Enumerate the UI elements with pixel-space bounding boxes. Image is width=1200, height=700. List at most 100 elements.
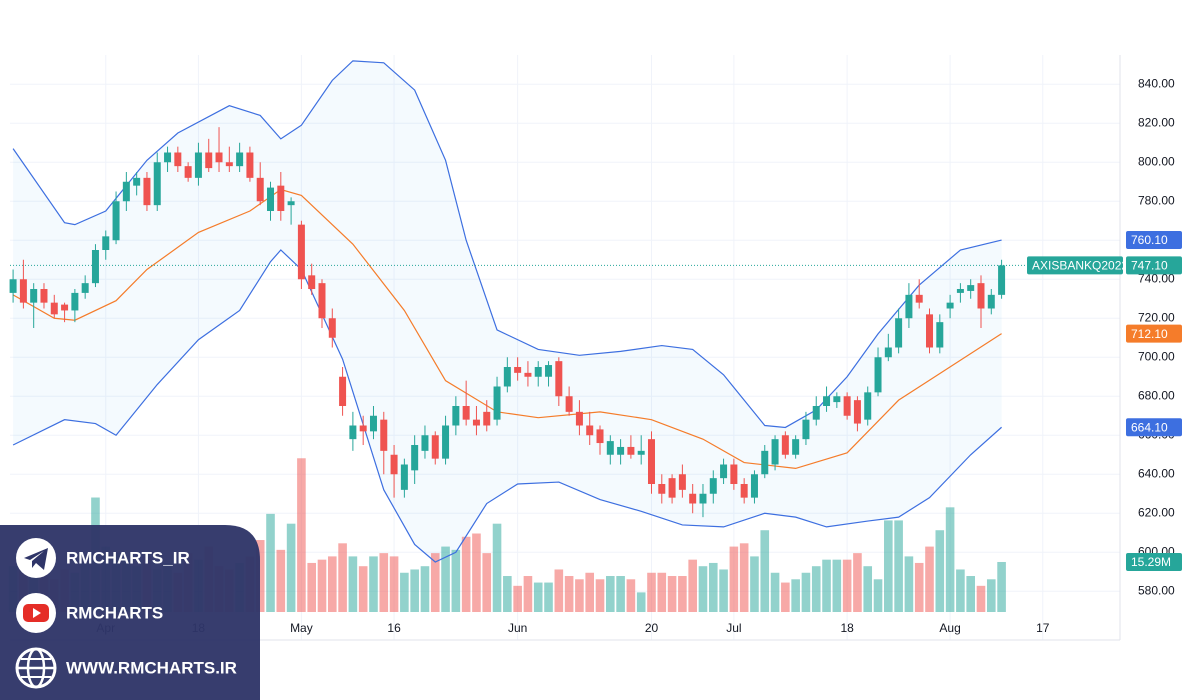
candle-body bbox=[297, 224, 305, 280]
watermark-box bbox=[0, 525, 260, 700]
candle-body bbox=[853, 400, 861, 424]
candle-body bbox=[153, 162, 161, 206]
volume-bar bbox=[533, 582, 543, 612]
candle-body bbox=[781, 435, 789, 455]
volume-bar bbox=[781, 582, 790, 612]
y-tick-label: 740.00 bbox=[1138, 271, 1175, 285]
candle-body bbox=[545, 365, 553, 377]
y-tick-label: 640.00 bbox=[1138, 466, 1175, 480]
volume-bar bbox=[986, 579, 996, 612]
candle-body bbox=[369, 415, 377, 432]
candle-body bbox=[339, 376, 347, 406]
volume-bar bbox=[379, 553, 389, 612]
volume-bar bbox=[863, 566, 873, 612]
volume-bar bbox=[307, 562, 316, 612]
volume-bar bbox=[678, 576, 687, 612]
candle-body bbox=[987, 294, 995, 309]
candle-body bbox=[637, 450, 645, 455]
symbol-label: AXISBANKQ2022 bbox=[1032, 259, 1128, 273]
volume-bar bbox=[636, 592, 646, 612]
candle-body bbox=[946, 302, 954, 309]
volume-bar bbox=[358, 566, 368, 612]
volume-bar bbox=[935, 530, 945, 612]
candle-body bbox=[19, 279, 27, 303]
volume-bar bbox=[657, 572, 667, 612]
volume-bar bbox=[719, 569, 728, 612]
volume-bar bbox=[400, 572, 409, 612]
y-tick-label: 840.00 bbox=[1138, 76, 1175, 90]
volume-bar bbox=[564, 576, 574, 612]
candle-body bbox=[792, 439, 800, 455]
youtube-handle: RMCHARTS bbox=[66, 603, 163, 622]
volume-bar bbox=[894, 520, 903, 612]
volume-bar bbox=[338, 543, 347, 612]
candle-body bbox=[977, 283, 985, 309]
candle-body bbox=[462, 406, 470, 420]
candle-body bbox=[936, 322, 944, 348]
candle-body bbox=[668, 478, 676, 498]
candle-body bbox=[483, 411, 491, 426]
candle-body bbox=[184, 166, 192, 178]
candle-body bbox=[658, 484, 666, 494]
candle-body bbox=[246, 152, 254, 178]
price-tag bbox=[1126, 324, 1182, 343]
price-tag bbox=[1126, 418, 1182, 437]
y-tick-label: 580.00 bbox=[1138, 583, 1175, 597]
candle-body bbox=[400, 464, 408, 490]
price-tag-label: 712.10 bbox=[1131, 327, 1168, 341]
volume-bar bbox=[626, 579, 636, 612]
volume-bar bbox=[904, 556, 914, 612]
candle-body bbox=[40, 289, 48, 303]
volume-bar bbox=[945, 507, 955, 612]
volume-bar bbox=[842, 559, 852, 612]
candle-body bbox=[915, 294, 923, 303]
telegram-handle: RMCHARTS_IR bbox=[66, 548, 190, 567]
volume-bar bbox=[348, 556, 358, 612]
candle-body bbox=[534, 367, 542, 377]
candle-body bbox=[318, 283, 326, 319]
volume-bar bbox=[369, 556, 378, 612]
volume-bar bbox=[770, 572, 780, 612]
volume-bar bbox=[430, 553, 440, 612]
candle-body bbox=[967, 285, 975, 291]
candle-body bbox=[277, 185, 285, 211]
candle-body bbox=[452, 406, 460, 426]
telegram-plane bbox=[24, 548, 48, 570]
symbol-tag bbox=[1027, 256, 1123, 275]
candle-body bbox=[905, 294, 913, 319]
volume-bar bbox=[554, 569, 564, 612]
volume-bar bbox=[441, 546, 450, 612]
candle-body bbox=[267, 187, 275, 211]
y-tick-label: 780.00 bbox=[1138, 193, 1175, 207]
candle-body bbox=[699, 493, 707, 504]
y-tick-label: 820.00 bbox=[1138, 115, 1175, 129]
watermark: RMCHARTS_IR RMCHARTS WWW.RMCHARTS.IR bbox=[0, 525, 260, 700]
candle-body bbox=[864, 392, 872, 420]
candle-body bbox=[205, 152, 213, 169]
volume-bar bbox=[925, 546, 934, 612]
volume-bar bbox=[811, 566, 821, 612]
volume-bar bbox=[956, 569, 965, 612]
candle-body bbox=[421, 435, 429, 451]
candle-body bbox=[71, 292, 79, 311]
candle-body bbox=[174, 152, 182, 167]
website: WWW.RMCHARTS.IR bbox=[66, 658, 237, 677]
volume-bar bbox=[729, 546, 739, 612]
volume-bar bbox=[667, 576, 677, 612]
y-tick-label: 800.00 bbox=[1138, 154, 1175, 168]
volume-bar bbox=[791, 579, 800, 612]
plot bbox=[8, 60, 1120, 612]
candle-body bbox=[50, 302, 58, 315]
candle-body bbox=[143, 177, 151, 206]
volume-bar bbox=[616, 576, 625, 612]
candle-body bbox=[740, 484, 748, 498]
volume-bar bbox=[523, 576, 533, 612]
band-line bbox=[12, 249, 1002, 563]
candle-body bbox=[133, 177, 141, 186]
candle-body bbox=[689, 493, 697, 504]
candle-body bbox=[122, 181, 130, 202]
candle-body bbox=[678, 474, 686, 490]
candle-body bbox=[524, 372, 532, 377]
volume-bar bbox=[873, 579, 883, 612]
candle-body bbox=[503, 367, 511, 387]
